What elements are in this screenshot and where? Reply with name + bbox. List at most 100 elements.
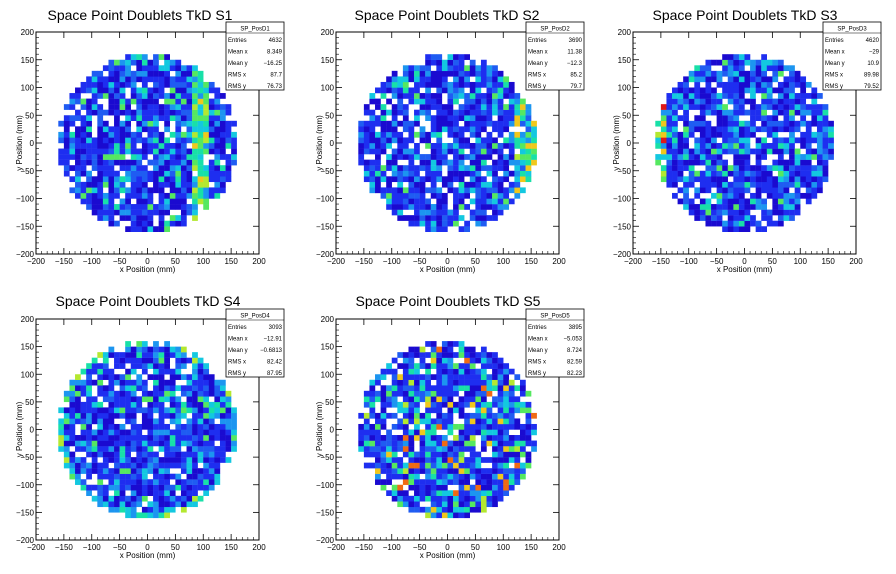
heatmap-cell: [402, 148, 409, 155]
heatmap-cell: [119, 473, 126, 480]
heatmap-cell: [525, 120, 532, 127]
heatmap-cell: [688, 198, 695, 205]
heatmap-cell: [180, 495, 187, 502]
heatmap-cell: [231, 143, 237, 149]
heatmap-cell: [789, 176, 795, 183]
heatmap-cell: [397, 176, 404, 183]
heatmap-cell: [114, 187, 120, 194]
heatmap-cell: [677, 165, 684, 171]
heatmap-cell: [169, 473, 176, 480]
heatmap-cell: [375, 187, 381, 194]
heatmap-cell: [666, 159, 673, 166]
heatmap-cell: [469, 390, 476, 397]
heatmap-cell: [480, 506, 487, 513]
heatmap-cell: [219, 435, 226, 441]
heatmap-cell: [63, 390, 70, 397]
heatmap-cell: [430, 506, 437, 513]
heatmap-cell: [86, 484, 92, 491]
heatmap-cell: [447, 479, 454, 485]
panel-title: Space Point Doublets TkD S3: [653, 7, 838, 23]
heatmap-cell: [800, 104, 807, 110]
heatmap-cell: [214, 379, 221, 386]
heatmap-cell: [694, 70, 701, 77]
heatmap-cell: [683, 104, 689, 110]
heatmap-cell: [136, 54, 143, 60]
heatmap-cell: [469, 159, 476, 166]
heatmap-cell: [175, 204, 182, 210]
heatmap-cell: [386, 87, 392, 94]
heatmap-cell: [208, 390, 215, 397]
heatmap-cell: [197, 368, 204, 375]
heatmap-cell: [430, 143, 437, 149]
heatmap-cell: [180, 401, 187, 408]
heatmap-cell: [108, 187, 115, 194]
heatmap-cell: [86, 115, 92, 121]
heatmap-cell: [514, 418, 521, 425]
heatmap-cell: [408, 65, 415, 72]
heatmap-cell: [458, 70, 465, 77]
heatmap-cell: [699, 181, 706, 188]
heatmap-cell: [711, 192, 717, 199]
heatmap-cell: [375, 418, 381, 425]
heatmap-cell: [447, 159, 454, 166]
heatmap-cell: [203, 484, 210, 491]
heatmap-cell: [453, 65, 459, 72]
heatmap-cell: [169, 181, 176, 188]
heatmap-cell: [453, 341, 459, 347]
heatmap-cell: [86, 490, 92, 496]
heatmap-cell: [153, 374, 159, 380]
heatmap-cell: [750, 215, 756, 221]
heatmap-cell: [508, 446, 515, 452]
heatmap-cell: [761, 70, 767, 77]
heatmap-cell: [705, 131, 712, 138]
heatmap-cell: [683, 131, 689, 138]
heatmap-cell: [231, 137, 237, 144]
heatmap-cell: [169, 407, 176, 414]
heatmap-cell: [492, 104, 498, 110]
heatmap-cell: [486, 81, 493, 88]
heatmap-cell: [180, 374, 187, 380]
heatmap-cell: [458, 462, 465, 469]
heatmap-cell: [97, 209, 104, 216]
heatmap-cell: [480, 109, 487, 116]
heatmap-cell: [125, 346, 131, 353]
heatmap-cell: [469, 374, 476, 380]
heatmap-cell: [391, 81, 398, 88]
heatmap-cell: [666, 109, 673, 116]
heatmap-cell: [219, 457, 226, 463]
heatmap-cell: [136, 104, 143, 110]
heatmap-cell: [114, 429, 120, 436]
heatmap-cell: [186, 462, 193, 469]
heatmap-cell: [475, 429, 482, 436]
heatmap-cell: [375, 390, 381, 397]
heatmap-cell: [86, 98, 92, 105]
heatmap-cell: [716, 181, 723, 188]
heatmap-cell: [436, 104, 443, 110]
heatmap-cell: [480, 81, 487, 88]
heatmap-cell: [414, 484, 420, 491]
heatmap-cell: [125, 126, 131, 133]
heatmap-cell: [169, 109, 176, 116]
panel-title: Space Point Doublets TkD S4: [56, 293, 241, 309]
heatmap-cell: [114, 484, 120, 491]
heatmap-cell: [436, 165, 443, 171]
heatmap-cell: [497, 204, 504, 210]
heatmap-cell: [369, 401, 376, 408]
heatmap-cell: [158, 357, 165, 364]
heatmap-cell: [486, 401, 493, 408]
heatmap-cell: [214, 148, 221, 155]
heatmap-cell: [153, 341, 159, 347]
heatmap-cell: [503, 484, 510, 491]
heatmap-cell: [141, 495, 148, 502]
heatmap-cell: [738, 93, 745, 99]
heatmap-cell: [414, 429, 420, 436]
heatmap-cell: [492, 204, 498, 210]
heatmap-cell: [683, 198, 689, 205]
heatmap-cell: [114, 390, 120, 397]
heatmap-cell: [169, 176, 176, 183]
heatmap-cell: [441, 446, 448, 452]
heatmap-cell: [86, 204, 92, 210]
heatmap-cell: [480, 215, 487, 221]
heatmap-cell: [733, 159, 740, 166]
heatmap-cell: [397, 390, 404, 397]
